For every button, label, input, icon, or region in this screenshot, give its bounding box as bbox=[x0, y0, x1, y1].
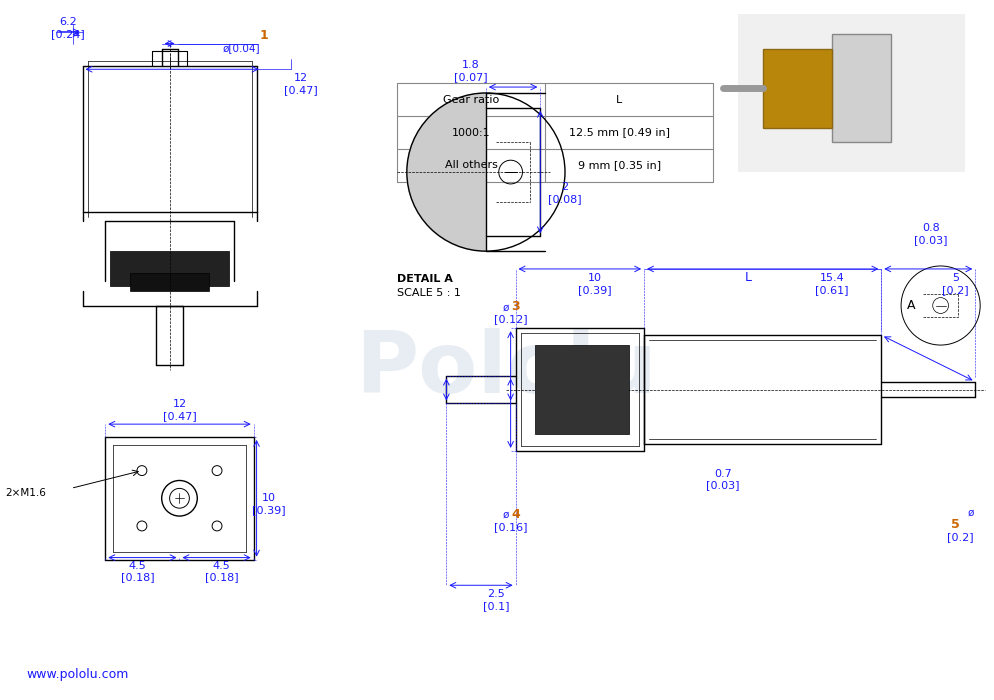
Text: 6.2: 6.2 bbox=[59, 17, 77, 27]
Text: All others: All others bbox=[444, 160, 497, 171]
Text: L: L bbox=[744, 271, 750, 284]
Text: Gear ratio: Gear ratio bbox=[442, 94, 499, 104]
Text: ø: ø bbox=[502, 510, 508, 520]
Text: 4.5: 4.5 bbox=[213, 561, 231, 571]
Bar bbox=[831, 34, 891, 142]
Text: Pololu: Pololu bbox=[354, 328, 656, 412]
Text: ø: ø bbox=[502, 302, 508, 312]
Text: [0.61]: [0.61] bbox=[814, 285, 848, 295]
Text: [0.07]: [0.07] bbox=[454, 72, 487, 82]
Text: 2: 2 bbox=[561, 182, 568, 192]
Text: 15.4: 15.4 bbox=[819, 273, 844, 283]
Text: ø[0.04]: ø[0.04] bbox=[223, 43, 260, 53]
Polygon shape bbox=[407, 93, 485, 251]
Text: [0.18]: [0.18] bbox=[120, 573, 154, 582]
Text: 9 mm [0.35 in]: 9 mm [0.35 in] bbox=[578, 160, 660, 171]
Text: L: L bbox=[615, 94, 622, 104]
Text: 2.5: 2.5 bbox=[486, 589, 504, 599]
Text: [0.2]: [0.2] bbox=[941, 285, 968, 295]
Text: [0.16]: [0.16] bbox=[493, 522, 527, 532]
Text: [0.12]: [0.12] bbox=[493, 314, 527, 324]
Text: 12.5 mm [0.49 in]: 12.5 mm [0.49 in] bbox=[569, 127, 669, 137]
Text: ø: ø bbox=[966, 508, 972, 518]
Text: SCALE 5 : 1: SCALE 5 : 1 bbox=[397, 288, 460, 298]
Text: [0.47]: [0.47] bbox=[162, 411, 196, 421]
Text: [0.2]: [0.2] bbox=[946, 532, 973, 542]
Text: [0.39]: [0.39] bbox=[251, 505, 285, 515]
Text: [0.47]: [0.47] bbox=[284, 85, 318, 95]
Text: 10: 10 bbox=[587, 273, 601, 283]
Text: [0.03]: [0.03] bbox=[706, 480, 740, 491]
Text: 0.8: 0.8 bbox=[921, 223, 938, 233]
Text: 10: 10 bbox=[261, 494, 275, 503]
Text: 2×M1.6: 2×M1.6 bbox=[5, 489, 46, 498]
Text: [0.03]: [0.03] bbox=[913, 235, 946, 245]
Text: www.pololu.com: www.pololu.com bbox=[26, 668, 128, 681]
Text: 0.7: 0.7 bbox=[714, 468, 732, 479]
Text: [0.24]: [0.24] bbox=[51, 29, 84, 38]
Text: 3: 3 bbox=[511, 300, 520, 314]
Bar bbox=[130, 273, 209, 290]
Text: 5: 5 bbox=[951, 273, 958, 283]
Text: 12: 12 bbox=[293, 74, 308, 83]
Text: 1.8: 1.8 bbox=[462, 60, 479, 70]
Bar bbox=[762, 48, 831, 127]
Text: 4.5: 4.5 bbox=[128, 561, 146, 571]
Text: [0.18]: [0.18] bbox=[205, 573, 239, 582]
Text: 4: 4 bbox=[511, 508, 520, 521]
Text: DETAIL A: DETAIL A bbox=[397, 274, 452, 284]
Bar bbox=[738, 14, 964, 172]
Bar bbox=[110, 251, 229, 286]
Text: A: A bbox=[906, 299, 914, 312]
Text: 12: 12 bbox=[172, 400, 186, 410]
Text: 1000:1: 1000:1 bbox=[451, 127, 490, 137]
Text: [0.08]: [0.08] bbox=[548, 194, 581, 204]
Text: 5: 5 bbox=[950, 518, 959, 531]
Bar bbox=[535, 345, 628, 434]
Text: [0.39]: [0.39] bbox=[578, 285, 611, 295]
Text: [0.1]: [0.1] bbox=[482, 601, 509, 611]
Text: 1: 1 bbox=[258, 29, 267, 42]
